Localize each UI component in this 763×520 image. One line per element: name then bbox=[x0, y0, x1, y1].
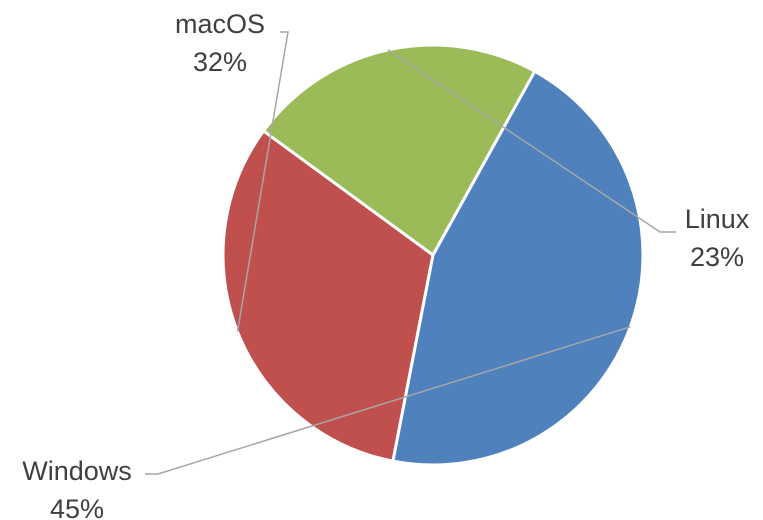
pie-slices bbox=[221, 43, 645, 467]
label-windows: Windows 45% bbox=[22, 456, 132, 520]
slice-label-percent: 32% bbox=[193, 47, 247, 77]
label-linux: Linux 23% bbox=[685, 204, 750, 272]
label-macos: macOS 32% bbox=[175, 9, 265, 77]
leader-line-macos bbox=[236, 31, 289, 332]
leader-line-windows bbox=[145, 326, 631, 475]
slice-label-name: Windows bbox=[22, 456, 132, 486]
leader-lines bbox=[145, 31, 676, 475]
pie-slice-windows bbox=[391, 69, 645, 467]
slice-label-name: macOS bbox=[175, 9, 265, 39]
slice-label-percent: 45% bbox=[50, 494, 104, 520]
slice-label-name: Linux bbox=[685, 204, 750, 234]
slice-label-percent: 23% bbox=[690, 242, 744, 272]
leader-line-linux bbox=[387, 49, 676, 233]
